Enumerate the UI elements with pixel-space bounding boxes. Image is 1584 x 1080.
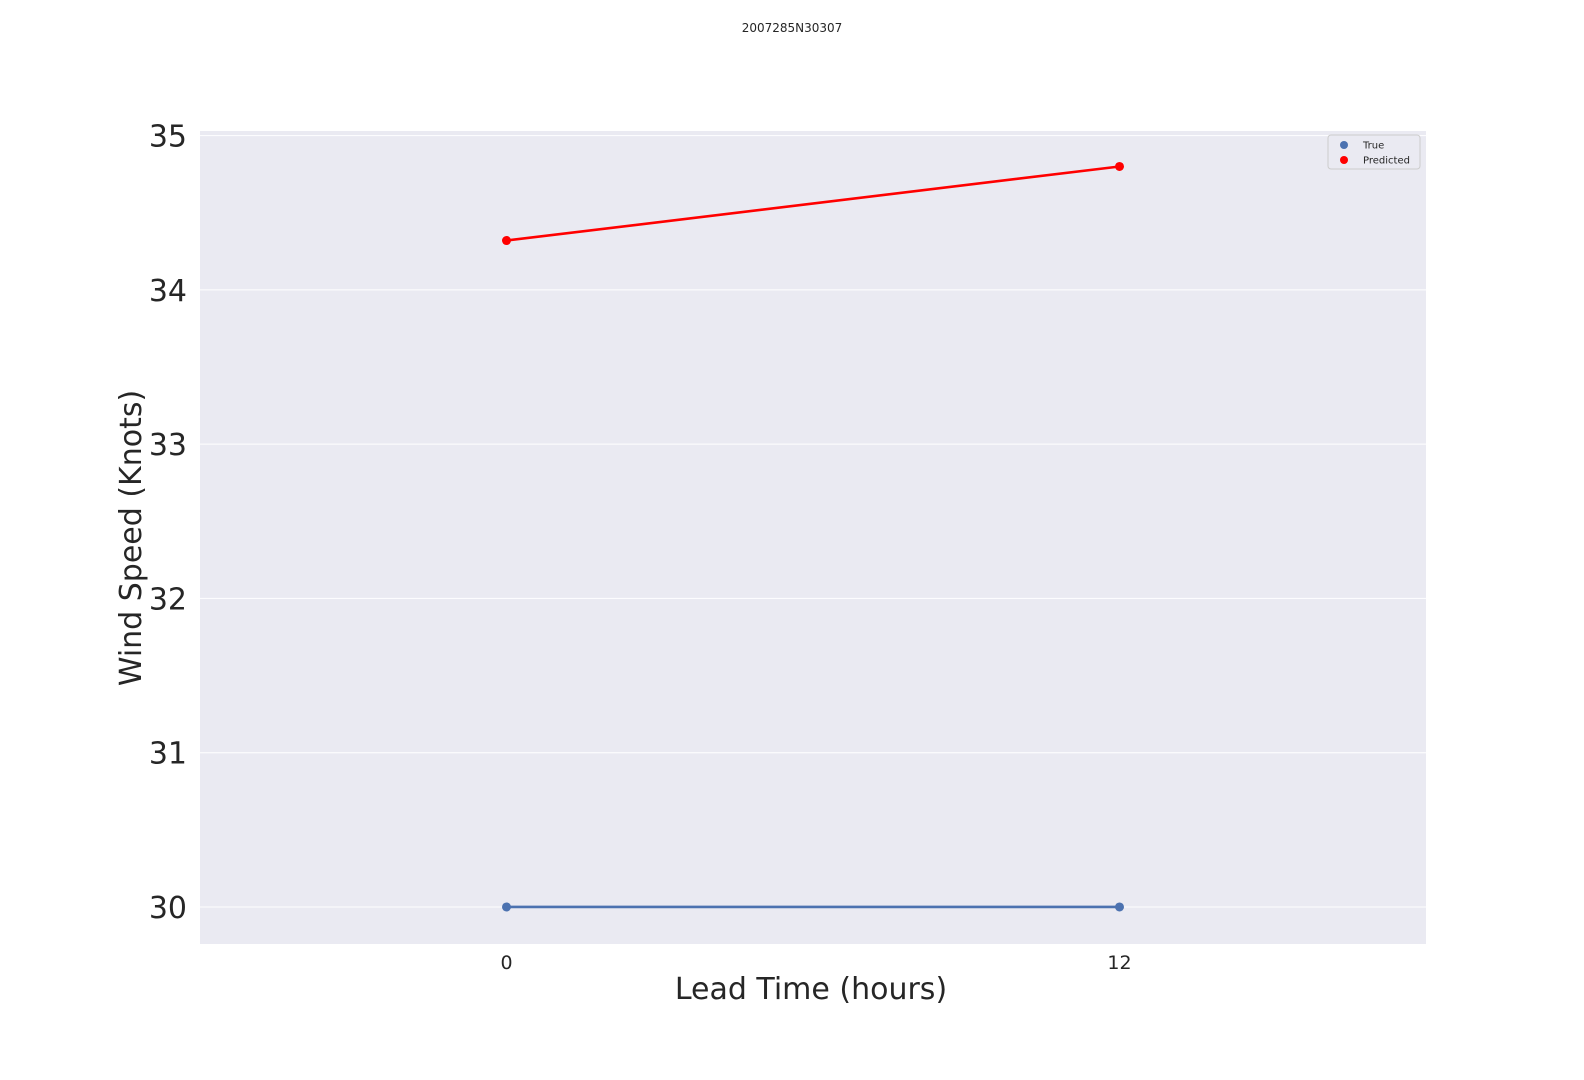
x-tick-label: 12 [1107,952,1131,974]
data-point-predicted [1115,161,1124,171]
legend-label-predicted: Predicted [1363,156,1410,167]
series-layer [502,161,1124,912]
legend-marker-true [1340,141,1348,149]
legend-marker-predicted [1340,156,1348,164]
x-axis-label: Lead Time (hours) [675,972,947,1007]
y-axis-label: Wind Speed (Knots) [114,390,149,686]
legend: True Predicted [1327,134,1421,170]
y-tick-label: 31 [149,737,187,772]
y-tick-label: 33 [149,428,187,463]
grid-lines [200,135,1426,908]
chart-title: 2007285N30307 [742,21,843,35]
y-tick-label: 35 [149,120,187,155]
data-point-true [502,902,511,912]
data-point-predicted [502,236,511,246]
legend-label-true: True [1362,141,1384,152]
y-tick-label: 30 [149,891,187,926]
y-axis-ticks: 30 31 32 33 34 35 [149,120,187,926]
legend-box [1327,134,1421,170]
series-line-predicted [505,165,1121,242]
x-tick-label: 0 [500,952,512,974]
x-axis-ticks: 0 12 [500,952,1131,974]
y-tick-label: 34 [149,274,187,309]
data-point-true [1115,902,1124,912]
plot-area [200,131,1426,944]
y-tick-label: 32 [149,582,187,617]
legend-entries: True Predicted [1340,141,1410,167]
